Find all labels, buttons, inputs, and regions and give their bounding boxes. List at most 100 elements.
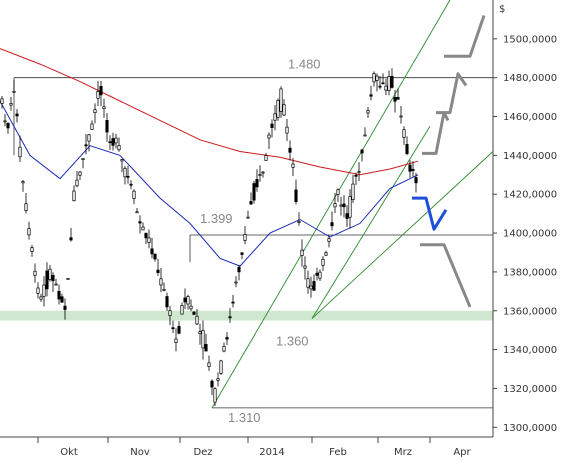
candle	[375, 73, 379, 92]
candle-body	[213, 388, 217, 403]
y-tick-label: 1460,0000	[503, 112, 557, 123]
candle-body	[54, 283, 58, 286]
candle-body	[45, 270, 49, 290]
candle	[87, 133, 91, 152]
candle-body	[153, 253, 157, 260]
candle	[309, 276, 313, 298]
candle	[27, 221, 31, 240]
candle	[288, 140, 292, 161]
candle-body	[243, 234, 247, 241]
candle	[201, 320, 205, 360]
candle	[141, 222, 145, 231]
candle	[213, 387, 217, 406]
candle	[177, 321, 181, 335]
candle-body	[150, 248, 154, 255]
candle	[126, 165, 130, 184]
candle	[228, 308, 232, 323]
candle	[99, 81, 103, 107]
candle	[147, 229, 151, 249]
candle	[315, 267, 319, 281]
candle	[123, 166, 127, 185]
candle-body	[90, 123, 94, 130]
trendlines	[211, 0, 494, 409]
candle	[327, 234, 331, 248]
candle	[255, 169, 259, 192]
candle	[282, 99, 286, 117]
candle	[267, 132, 271, 150]
candle-body	[120, 159, 124, 162]
candle	[189, 299, 193, 312]
candle-body	[126, 175, 130, 178]
candle	[351, 174, 355, 203]
candle	[279, 86, 283, 118]
candle-body	[342, 203, 346, 208]
candle-body	[369, 94, 373, 97]
candle-body	[330, 222, 334, 227]
candle	[411, 161, 415, 177]
candle	[183, 288, 187, 310]
candle-body	[198, 331, 202, 334]
candle-body	[207, 362, 211, 367]
candle	[150, 237, 154, 259]
candle	[30, 244, 34, 257]
candle-body	[375, 75, 379, 81]
candle-body	[222, 345, 226, 352]
candle-body	[228, 316, 232, 319]
candle	[96, 80, 100, 107]
candle	[333, 193, 337, 214]
candle	[270, 119, 274, 138]
candle-body	[315, 272, 319, 276]
ma-long-line	[0, 48, 419, 176]
candle	[345, 205, 349, 227]
candle-body	[60, 296, 64, 303]
candle-body	[366, 110, 370, 114]
candle-body	[276, 100, 280, 118]
candle	[39, 293, 43, 302]
candle-body	[309, 285, 313, 290]
candle-body	[273, 113, 277, 121]
x-tick-label: Nov	[130, 447, 150, 458]
candle	[21, 179, 25, 192]
candle	[312, 274, 316, 291]
candle-body	[306, 278, 310, 288]
trendline	[311, 151, 494, 319]
candle-body	[339, 204, 343, 207]
candle	[348, 189, 352, 229]
y-tick-label: 1360,0000	[503, 306, 557, 317]
trendline	[311, 126, 431, 319]
candle	[135, 207, 139, 214]
candle	[0, 96, 4, 109]
candle	[261, 170, 265, 178]
candle	[225, 332, 229, 346]
candle	[60, 293, 64, 303]
candle	[237, 264, 241, 281]
candle-body	[321, 258, 325, 266]
candle	[15, 109, 19, 123]
candle-body	[300, 249, 304, 256]
candle-body	[210, 380, 214, 388]
candle	[81, 158, 85, 169]
candle	[51, 272, 55, 292]
candle-body	[117, 145, 121, 151]
candle	[132, 189, 136, 205]
candle	[168, 306, 172, 326]
candle	[393, 89, 397, 113]
horizontal-levels: 1.480 1.399 1.360 1.310	[13, 57, 493, 425]
scenario-blue-path	[412, 196, 448, 231]
x-tick-label: Feb	[329, 447, 347, 458]
candle-body	[393, 97, 397, 102]
candle	[324, 250, 328, 257]
candle-body	[168, 310, 172, 316]
candle-body	[18, 146, 22, 158]
candle	[240, 252, 244, 260]
candle	[258, 165, 262, 182]
candle-body	[270, 123, 274, 128]
y-tick-label: 1440,0000	[503, 151, 557, 162]
candle	[6, 122, 10, 134]
candle-body	[171, 327, 175, 330]
candle	[72, 185, 76, 202]
candle	[252, 180, 256, 204]
scenario-grey-path	[420, 243, 472, 308]
